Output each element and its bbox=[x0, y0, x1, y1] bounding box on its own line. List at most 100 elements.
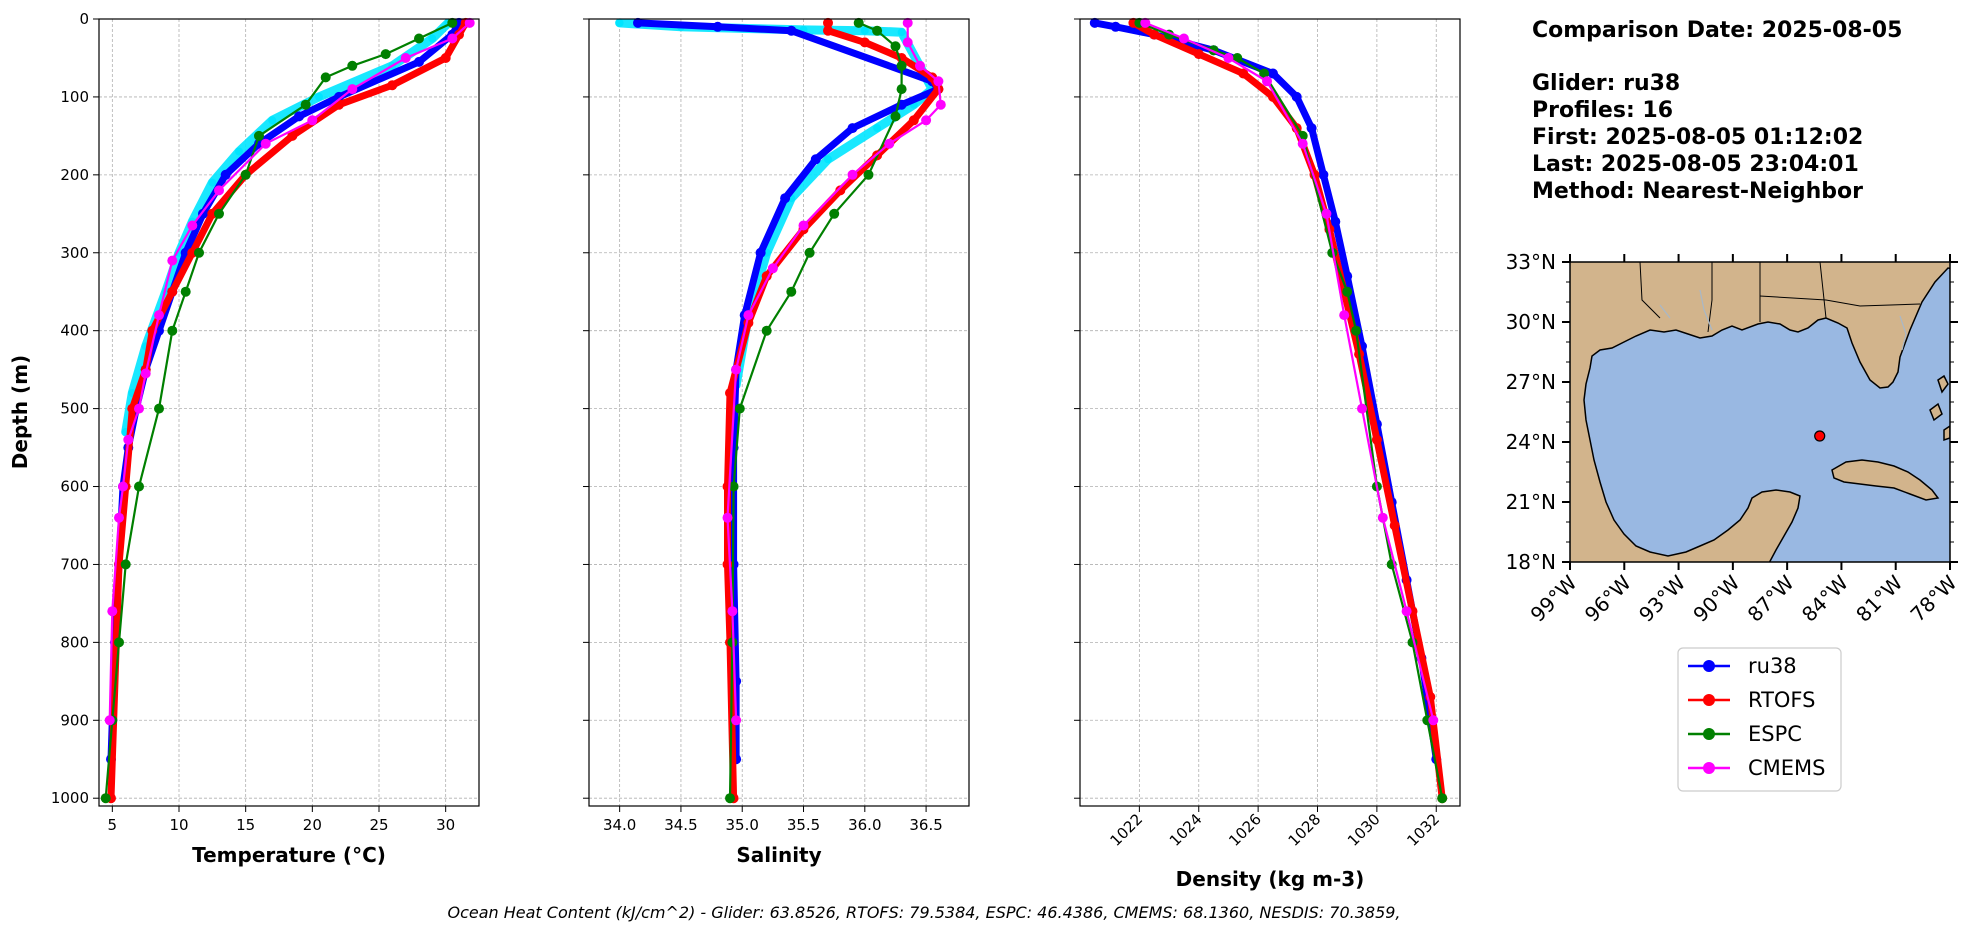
series-line-ru38 bbox=[1091, 19, 1440, 763]
temperature-axes-frame bbox=[98, 18, 480, 807]
data-point-ru38-spread bbox=[235, 147, 243, 156]
data-point-cmems bbox=[722, 512, 733, 523]
profile-count: Profiles: 16 bbox=[1532, 98, 1673, 123]
data-point-espc bbox=[1437, 793, 1448, 804]
data-point-rtofs bbox=[167, 286, 178, 297]
x-tick-label: 1028 bbox=[1285, 810, 1325, 850]
series-line-cmems bbox=[1144, 21, 1435, 722]
data-point-espc bbox=[154, 403, 164, 414]
data-point-espc bbox=[380, 49, 391, 60]
y-tick-label: 600 bbox=[60, 478, 89, 496]
series-line-rtofs bbox=[1129, 19, 1446, 802]
y-tick-label: 1000 bbox=[51, 789, 89, 807]
data-point-cmems bbox=[798, 220, 809, 231]
data-point-espc bbox=[1259, 68, 1270, 79]
salinity-panel: 34.0 34.5 35.0 35.5 36.0 36.5 Salinity bbox=[583, 17, 970, 867]
data-point-rtofs bbox=[859, 37, 870, 48]
data-point-rtofs bbox=[387, 80, 398, 91]
data-point-ru38-spread bbox=[615, 18, 624, 27]
series-line-espc bbox=[728, 21, 903, 800]
data-point-espc bbox=[320, 72, 331, 83]
data-point-espc bbox=[414, 33, 424, 44]
data-point-ru38 bbox=[414, 56, 424, 67]
data-point-ru38 bbox=[780, 193, 791, 204]
data-point-ru38 bbox=[847, 123, 858, 134]
map-lat-label: 24°N bbox=[1506, 430, 1556, 454]
data-point-cmems bbox=[884, 138, 895, 149]
salinity-x-label: Salinity bbox=[736, 843, 821, 867]
salinity-y-ticks bbox=[583, 18, 589, 799]
temperature-series bbox=[100, 17, 475, 804]
series-line-cmems bbox=[108, 21, 471, 722]
data-point-cmems bbox=[921, 115, 932, 126]
x-tick-label: 1024 bbox=[1166, 810, 1206, 850]
data-point-espc bbox=[863, 169, 874, 180]
x-tick-label: 30 bbox=[436, 816, 455, 834]
data-point-rtofs bbox=[725, 388, 735, 398]
y-tick-label: 800 bbox=[60, 633, 89, 651]
last-time: Last: 2025-08-05 23:04:01 bbox=[1532, 152, 1859, 177]
data-point-cmems bbox=[118, 481, 128, 492]
data-point-ru38-spread bbox=[873, 124, 882, 133]
data-point-rtofs bbox=[440, 53, 451, 63]
data-point-ru38-spread bbox=[824, 155, 832, 164]
data-point-cmems bbox=[123, 434, 134, 445]
data-point-cmems bbox=[1140, 17, 1151, 28]
temperature-x-ticks: 5 10 15 20 25 30 bbox=[108, 806, 455, 834]
data-point-cmems bbox=[902, 37, 913, 48]
data-point-cmems bbox=[1223, 53, 1234, 63]
data-point-espc bbox=[890, 41, 901, 52]
data-point-espc bbox=[114, 637, 124, 648]
data-point-espc bbox=[134, 481, 144, 492]
y-tick-label: 100 bbox=[60, 88, 89, 106]
data-point-rtofs bbox=[1193, 49, 1204, 60]
data-point-cmems bbox=[1401, 606, 1412, 617]
data-point-ru38 bbox=[712, 21, 723, 32]
data-point-espc bbox=[734, 403, 745, 414]
map-rivers bbox=[1659, 289, 1907, 351]
map-lon-labels: 99°W96°W93°W90°W87°W84°W81°W78°W bbox=[1526, 570, 1962, 626]
map-frame bbox=[1569, 261, 1951, 563]
legend-label: ESPC bbox=[1748, 722, 1802, 746]
data-point-espc bbox=[1232, 53, 1243, 63]
data-point-espc bbox=[254, 130, 264, 141]
data-point-ru38-spread bbox=[428, 34, 437, 43]
legend-marker bbox=[1703, 762, 1715, 774]
data-point-rtofs bbox=[1371, 434, 1382, 445]
data-point-cmems bbox=[1262, 76, 1272, 87]
x-tick-label: 1032 bbox=[1403, 810, 1443, 850]
data-point-cmems bbox=[214, 185, 224, 196]
salinity-series bbox=[615, 17, 946, 804]
data-point-espc bbox=[194, 247, 204, 258]
x-tick-label: 1030 bbox=[1344, 810, 1384, 850]
data-point-ru38 bbox=[633, 17, 643, 28]
data-point-cmems bbox=[167, 255, 178, 266]
density-axes-frame bbox=[1079, 18, 1461, 807]
data-point-ru38-spread bbox=[208, 178, 217, 187]
y-tick-label: 400 bbox=[60, 322, 89, 340]
data-point-cmems bbox=[107, 606, 118, 617]
data-point-ru38 bbox=[1089, 17, 1100, 28]
salinity-axes-frame bbox=[588, 18, 970, 807]
gulf-of-mexico-map: 33°N 30°N 27°N 24°N 21°N 18°N 99°W96°W93°W90°… bbox=[1506, 250, 1962, 627]
info-block: Comparison Date: 2025-08-05 Glider: ru38… bbox=[1532, 18, 1902, 204]
data-point-ru38 bbox=[1306, 123, 1317, 134]
map-land-group bbox=[1570, 262, 1950, 562]
depth-y-label: Depth (m) bbox=[8, 355, 32, 469]
data-point-cmems bbox=[140, 368, 151, 379]
data-point-rtofs bbox=[287, 130, 298, 141]
legend-items: ru38 RTOFS ESPC CMEMS bbox=[1688, 654, 1826, 780]
x-tick-label: 25 bbox=[369, 816, 388, 834]
series-line-rtofs bbox=[724, 19, 942, 802]
data-point-cmems bbox=[400, 53, 411, 63]
salinity-grid bbox=[589, 18, 969, 806]
data-point-espc bbox=[167, 325, 178, 336]
data-point-cmems bbox=[260, 138, 271, 149]
map-lon-label: 84°W bbox=[1797, 570, 1853, 626]
data-point-cmems bbox=[767, 263, 778, 274]
data-point-cmems bbox=[1321, 208, 1332, 219]
map-lon-label: 99°W bbox=[1526, 570, 1582, 626]
data-point-espc bbox=[300, 99, 311, 110]
y-tick-label: 200 bbox=[60, 166, 89, 184]
data-point-cmems bbox=[114, 512, 124, 523]
